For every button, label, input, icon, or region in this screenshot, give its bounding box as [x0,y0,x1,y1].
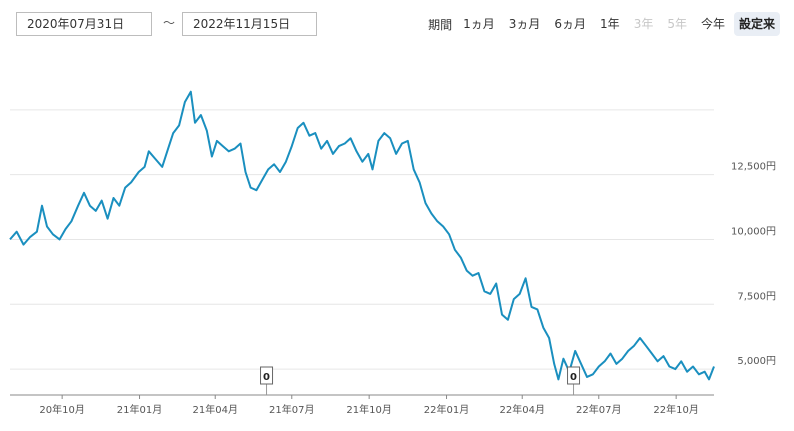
marker-label: 0 [263,372,270,383]
x-tick-label: 22年01月 [424,403,469,416]
series-line [9,90,715,381]
period-6-month-button[interactable]: 6ヵ月 [549,12,592,36]
period-this-year-button[interactable]: 今年 [695,12,730,36]
dividend-marker[interactable]: 0 [567,366,581,395]
date-to-input[interactable]: 2022年11月15日 [182,12,317,36]
marker-label: 0 [570,372,577,383]
period-1-month-button[interactable]: 1ヵ月 [458,12,500,36]
period-3-month-button[interactable]: 3ヵ月 [503,12,546,36]
period-since-inception-button[interactable]: 設定来 [733,12,780,36]
x-tick-label: 21年10月 [346,403,391,416]
x-tick-label: 21年01月 [117,403,162,416]
y-tick-label: 7,500円 [737,291,776,302]
x-axis: 20年10月 21年01月 21年04月 21年07月 21年10月 22年01月 22年0… [10,394,714,416]
x-tick-label: 22年10月 [653,403,698,416]
x-tick-label: 20年10月 [39,403,84,416]
x-tick-label: 21年07月 [269,403,314,416]
dividend-marker[interactable]: 0 [260,366,274,395]
y-tick-label: 5,000円 [737,356,776,367]
range-separator: ～ [163,16,176,30]
period-selector: 期間 1ヵ月 3ヵ月 6ヵ月 1年 3年 5年 今年 設定来 [428,12,780,36]
x-tick-label: 22年04月 [500,403,545,416]
y-tick-label: 12,500円 [731,162,776,173]
x-tick-label: 21年04月 [193,403,238,416]
period-3-year-button: 3年 [628,12,659,36]
period-5-year-button: 5年 [662,12,692,36]
grid-lines [10,109,714,370]
period-1-year-button[interactable]: 1年 [595,12,625,36]
date-from-input[interactable]: 2020年07月31日 [16,12,152,36]
series-line-group [9,90,715,381]
x-tick-label: 22年07月 [576,403,621,416]
y-tick-label: 10,000円 [731,226,776,237]
period-label: 期間 [428,17,453,32]
y-axis-labels: 5,000円 7,500円 10,000円 12,500円 [731,162,776,367]
